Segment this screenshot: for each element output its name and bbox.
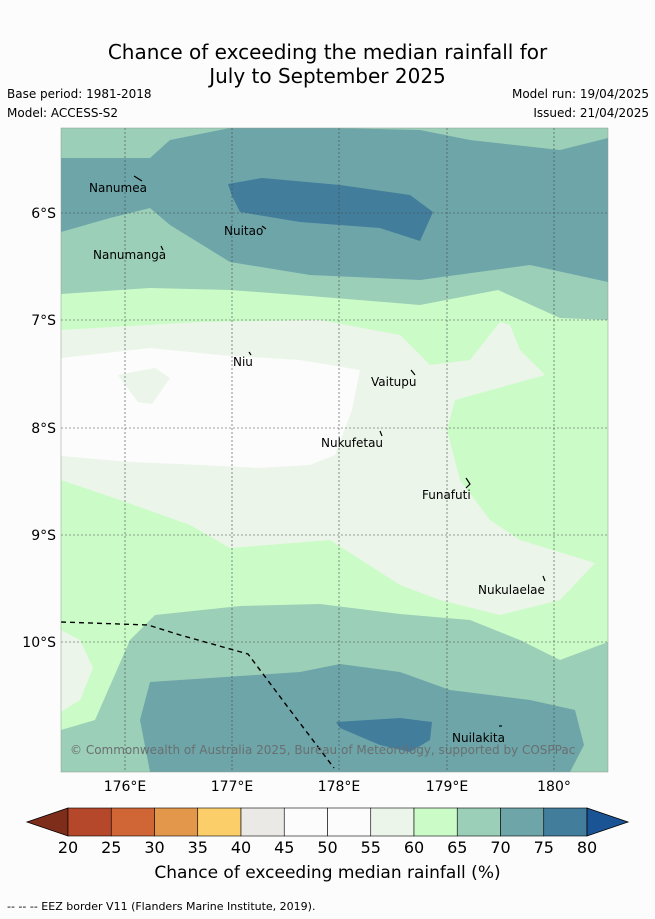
place-label-nuitao: Nuitao <box>224 224 263 238</box>
place-label-nanumea: Nanumea <box>89 181 147 195</box>
colorbar-swatch <box>197 807 242 837</box>
place-label-nukulaelae: Nukulaelae <box>478 583 545 597</box>
lon-label-177e: 177°E <box>211 779 254 795</box>
colorbar-swatch <box>327 807 372 837</box>
colorbar-swatch <box>240 807 285 837</box>
island-marker <box>261 225 267 230</box>
island-marker <box>465 477 471 489</box>
colorbar-swatch <box>543 807 588 837</box>
lat-label-9s: 9°S <box>31 528 56 544</box>
colorbar-extend-high <box>586 807 630 837</box>
graticule <box>61 128 608 772</box>
colorbar-swatch <box>283 807 328 837</box>
place-label-nanumanga: Nanumanga <box>93 248 166 262</box>
colorbar-tick-label: 60 <box>404 838 424 857</box>
colorbar-tick-label: 30 <box>144 838 164 857</box>
colorbar-tick-label: 70 <box>490 838 510 857</box>
colorbar-tick-label: 50 <box>317 838 337 857</box>
colorbar-extend-low <box>25 807 69 837</box>
colorbar-tick-label: 20 <box>58 838 78 857</box>
lat-label-10s: 10°S <box>22 635 56 651</box>
colorbar-swatch <box>500 807 545 837</box>
place-label-nukufetau: Nukufetau <box>321 436 383 450</box>
colorbar-swatch <box>370 807 415 837</box>
base-period: Base period: 1981-2018 <box>7 87 152 101</box>
colorbar-tick-label: 25 <box>101 838 121 857</box>
island-marker <box>248 351 252 356</box>
model-name: Model: ACCESS-S2 <box>7 106 119 120</box>
lon-label-178e: 178°E <box>318 779 361 795</box>
eez-border-line <box>60 621 335 769</box>
island-marker <box>410 369 416 376</box>
lon-label-179e: 179°E <box>426 779 469 795</box>
colorbar-swatch <box>110 807 155 837</box>
copyright-note: © Commonwealth of Australia 2025, Bureau… <box>70 743 575 757</box>
island-marker <box>542 575 546 582</box>
eez-footnote: -- -- -- EEZ border V11 (Flanders Marine… <box>7 900 316 913</box>
lat-label-8s: 8°S <box>31 421 56 437</box>
place-label-nuilakita: Nuilakita <box>452 731 505 745</box>
model-run: Model run: 19/04/2025 <box>511 87 649 101</box>
island-marker <box>379 430 383 437</box>
lon-label-176e: 176°E <box>104 779 147 795</box>
lat-label-6s: 6°S <box>31 206 56 222</box>
island-marker <box>133 175 143 182</box>
place-label-vaitupu: Vaitupu <box>371 375 417 389</box>
colorbar-tick-label: 75 <box>534 838 554 857</box>
colorbar-tick-label: 40 <box>231 838 251 857</box>
issued-date: Issued: 21/04/2025 <box>533 106 649 120</box>
colorbar-swatch <box>456 807 501 837</box>
place-label-niu: Niu <box>233 355 253 369</box>
contour-layer <box>61 128 608 772</box>
colorbar-tick-label: 45 <box>274 838 294 857</box>
map-frame <box>60 127 609 773</box>
colorbar-swatch <box>67 807 112 837</box>
island-markers <box>133 175 546 727</box>
colorbar-tick-label: 35 <box>188 838 208 857</box>
colorbar-swatch <box>154 807 199 837</box>
island-marker <box>160 245 164 251</box>
colorbar: 20 25 30 35 40 45 50 55 60 65 70 75 80 <box>25 807 630 857</box>
title-line-1: Chance of exceeding the median rainfall … <box>107 40 548 64</box>
lat-label-7s: 7°S <box>31 313 56 329</box>
title-line-2: July to September 2025 <box>209 64 446 88</box>
colorbar-label: Chance of exceeding median rainfall (%) <box>154 863 501 883</box>
place-label-funafuti: Funafuti <box>422 488 471 502</box>
map-title: Chance of exceeding the median rainfall … <box>0 40 655 88</box>
colorbar-tick-label: 55 <box>361 838 381 857</box>
lon-label-180: 180° <box>537 779 571 795</box>
colorbar-swatch <box>413 807 458 837</box>
colorbar-tick-label: 65 <box>447 838 467 857</box>
colorbar-tick-label: 80 <box>577 838 597 857</box>
